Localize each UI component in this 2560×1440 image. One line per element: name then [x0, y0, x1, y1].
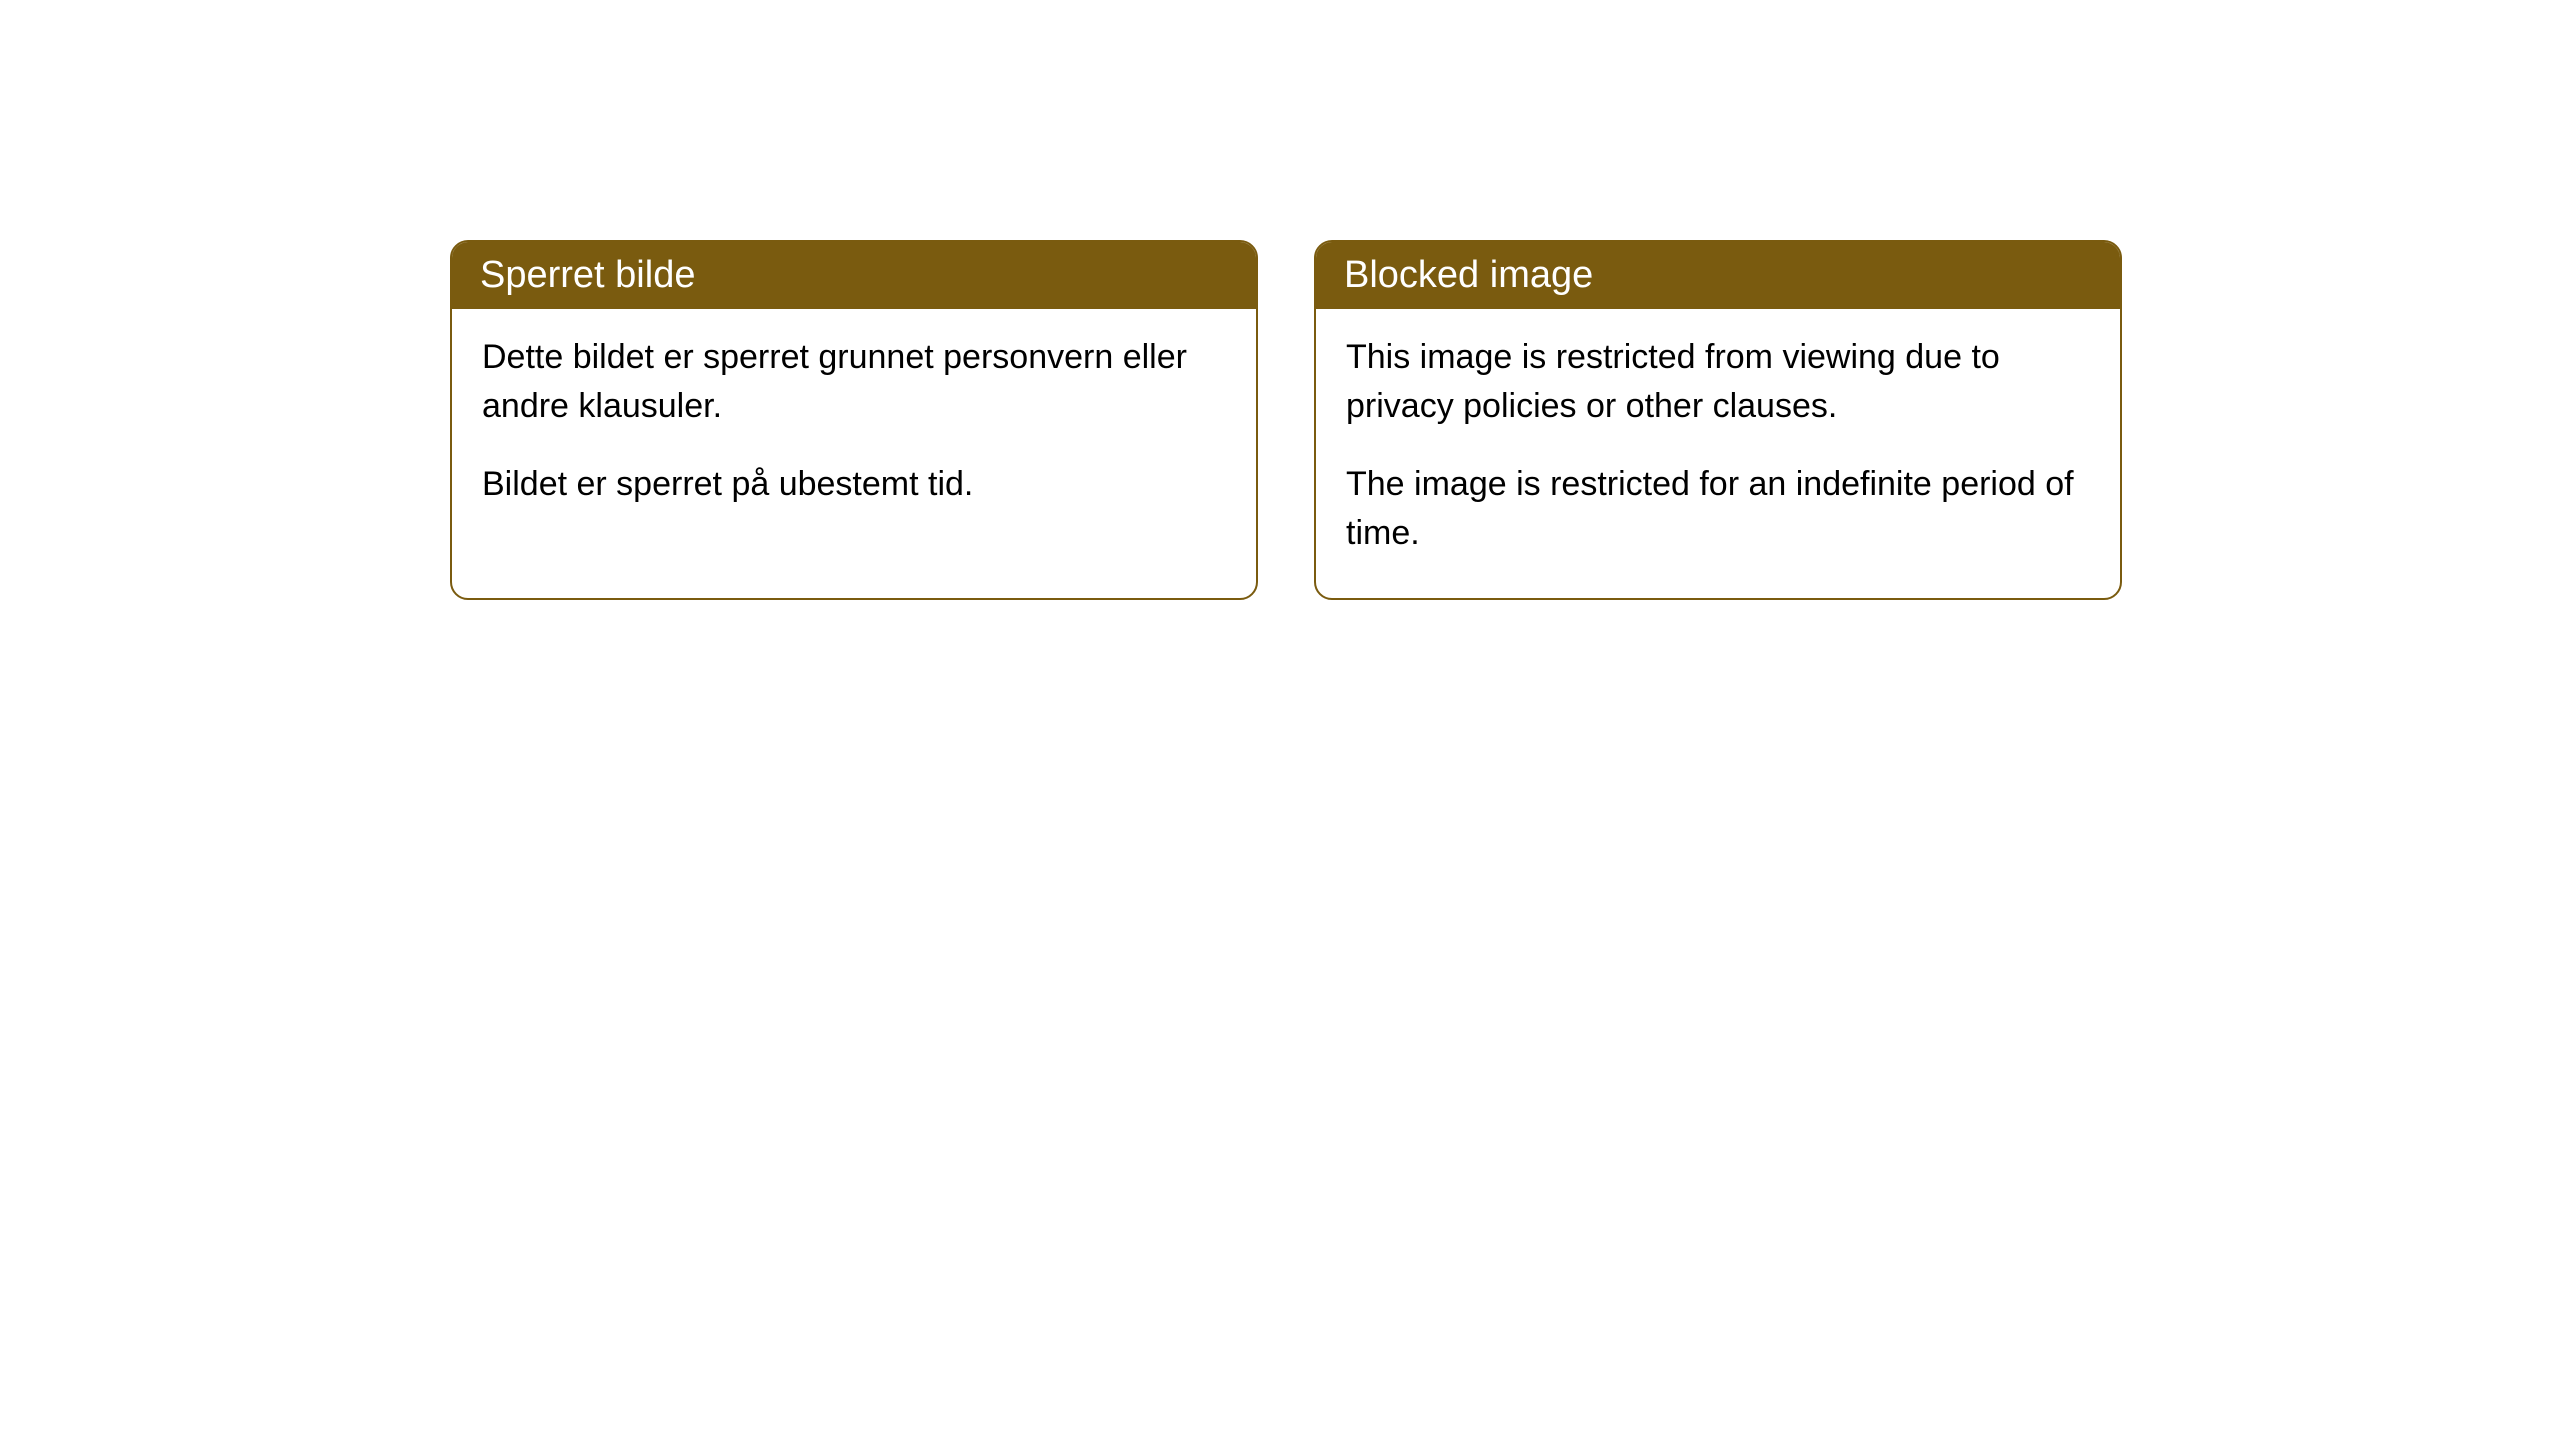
blocked-image-card-norwegian: Sperret bilde Dette bildet er sperret gr… — [450, 240, 1258, 600]
card-title-english: Blocked image — [1344, 254, 1593, 296]
card-paragraph-1-english: This image is restricted from viewing du… — [1346, 333, 2090, 432]
notice-cards-container: Sperret bilde Dette bildet er sperret gr… — [450, 240, 2122, 600]
card-title-norwegian: Sperret bilde — [480, 254, 695, 296]
card-paragraph-1-norwegian: Dette bildet er sperret grunnet personve… — [482, 333, 1226, 432]
card-header-norwegian: Sperret bilde — [452, 242, 1256, 309]
card-paragraph-2-norwegian: Bildet er sperret på ubestemt tid. — [482, 460, 1226, 509]
card-body-norwegian: Dette bildet er sperret grunnet personve… — [452, 309, 1256, 549]
card-header-english: Blocked image — [1316, 242, 2120, 309]
card-paragraph-2-english: The image is restricted for an indefinit… — [1346, 460, 2090, 559]
card-body-english: This image is restricted from viewing du… — [1316, 309, 2120, 598]
blocked-image-card-english: Blocked image This image is restricted f… — [1314, 240, 2122, 600]
